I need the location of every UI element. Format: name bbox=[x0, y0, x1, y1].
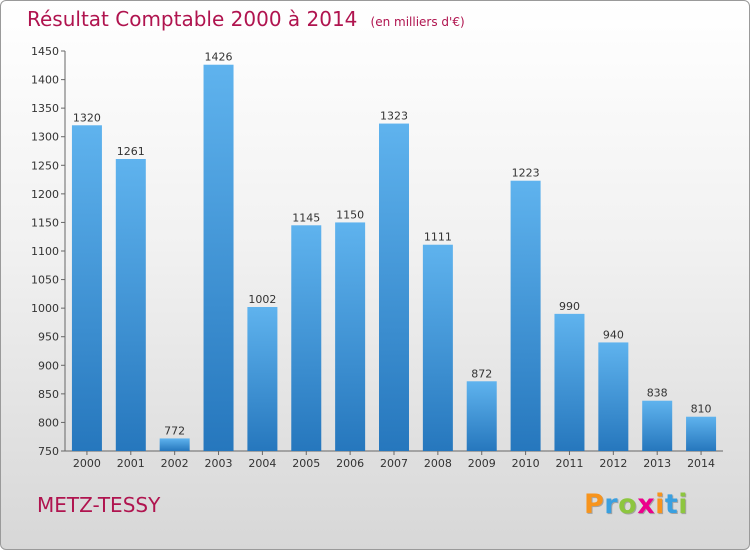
chart-unit: (en milliers d'€) bbox=[370, 15, 465, 29]
bar bbox=[115, 159, 146, 451]
y-tick-label: 1350 bbox=[31, 102, 59, 115]
x-tick-label: 2004 bbox=[248, 457, 276, 470]
bar-value-label: 1323 bbox=[380, 110, 408, 123]
chart-title-block: Résultat Comptable 2000 à 2014 (en milli… bbox=[27, 7, 465, 31]
bar bbox=[203, 64, 234, 451]
x-tick-label: 2000 bbox=[73, 457, 101, 470]
y-tick-label: 1400 bbox=[31, 74, 59, 87]
bar-value-label: 1111 bbox=[424, 231, 452, 244]
logo-letter: r bbox=[604, 489, 619, 520]
y-tick-label: 1450 bbox=[31, 45, 59, 58]
y-tick-label: 1300 bbox=[31, 131, 59, 144]
x-tick-label: 2011 bbox=[555, 457, 583, 470]
bar bbox=[554, 313, 585, 451]
x-tick-label: 2008 bbox=[424, 457, 452, 470]
x-tick-label: 2002 bbox=[161, 457, 189, 470]
y-tick-label: 850 bbox=[38, 388, 59, 401]
bar-value-label: 872 bbox=[471, 367, 492, 380]
y-tick-label: 750 bbox=[38, 445, 59, 458]
bar bbox=[686, 416, 717, 451]
y-tick-label: 1050 bbox=[31, 274, 59, 287]
y-tick-label: 800 bbox=[38, 416, 59, 429]
bar-value-label: 1261 bbox=[117, 145, 145, 158]
x-tick-label: 2010 bbox=[512, 457, 540, 470]
bar bbox=[71, 125, 102, 452]
bar-value-label: 940 bbox=[603, 328, 624, 341]
y-tick-label: 1150 bbox=[31, 216, 59, 229]
x-tick-label: 2006 bbox=[336, 457, 364, 470]
x-tick-label: 2009 bbox=[468, 457, 496, 470]
x-tick-label: 2014 bbox=[687, 457, 715, 470]
logo-letter: x bbox=[637, 489, 656, 520]
bar-value-label: 1150 bbox=[336, 208, 364, 221]
logo-letter: P bbox=[584, 489, 605, 520]
logo-letter: o bbox=[618, 489, 638, 520]
proxiti-logo: Proxiti bbox=[584, 489, 688, 520]
logo-letter: t bbox=[664, 489, 679, 520]
x-tick-label: 2003 bbox=[205, 457, 233, 470]
bar-value-label: 810 bbox=[691, 403, 712, 416]
bar-value-label: 772 bbox=[164, 424, 185, 437]
bar bbox=[466, 381, 497, 451]
bar bbox=[247, 307, 278, 451]
bar bbox=[598, 342, 629, 451]
y-tick-label: 1000 bbox=[31, 302, 59, 315]
y-tick-label: 1250 bbox=[31, 159, 59, 172]
bar bbox=[335, 222, 366, 451]
bar-value-label: 1320 bbox=[73, 111, 101, 124]
x-tick-label: 2007 bbox=[380, 457, 408, 470]
bar-value-label: 1223 bbox=[512, 167, 540, 180]
y-tick-label: 1200 bbox=[31, 188, 59, 201]
chart-title: Résultat Comptable 2000 à 2014 bbox=[27, 7, 358, 31]
y-tick-label: 1100 bbox=[31, 245, 59, 258]
bar-value-label: 990 bbox=[559, 300, 580, 313]
logo-letter: i bbox=[655, 489, 665, 520]
bar-value-label: 1145 bbox=[292, 211, 320, 224]
bar bbox=[510, 180, 541, 451]
bar bbox=[291, 225, 322, 451]
bar-value-label: 1426 bbox=[205, 51, 233, 64]
y-tick-label: 900 bbox=[38, 359, 59, 372]
bar bbox=[379, 123, 409, 452]
commune-name: METZ-TESSY bbox=[37, 493, 161, 517]
bar-value-label: 1002 bbox=[248, 293, 276, 306]
bar bbox=[642, 400, 673, 451]
x-tick-label: 2013 bbox=[643, 457, 671, 470]
logo-letter: i bbox=[678, 489, 689, 520]
x-tick-label: 2001 bbox=[117, 457, 145, 470]
bar bbox=[159, 438, 190, 451]
y-tick-label: 950 bbox=[38, 331, 59, 344]
bar bbox=[422, 244, 453, 451]
x-tick-label: 2012 bbox=[599, 457, 627, 470]
bar-value-label: 838 bbox=[647, 387, 668, 400]
x-tick-label: 2005 bbox=[292, 457, 320, 470]
